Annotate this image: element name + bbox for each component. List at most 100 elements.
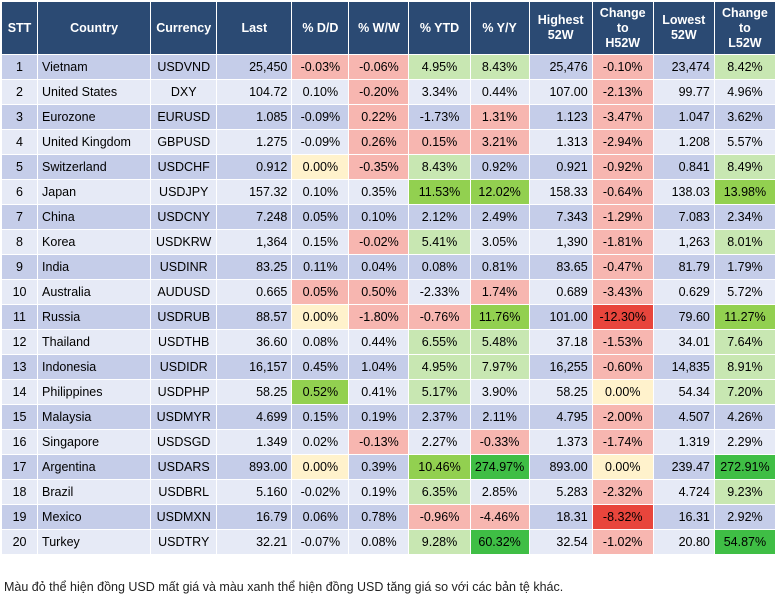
- cell-last: 5.160: [216, 479, 293, 505]
- header-row: STT Country Currency Last % D/D % W/W % …: [0, 1, 777, 55]
- cell-currency: USDVND: [150, 54, 218, 80]
- col-header-ytd: % YTD: [408, 1, 471, 55]
- cell-stt: 14: [0, 379, 39, 405]
- cell-change-l52w: 3.62%: [713, 104, 777, 130]
- cell-ytd: 6.55%: [408, 329, 471, 355]
- table-row: 9 India USDINR 83.25 0.11% 0.04% 0.08% 0.81% 83.…: [0, 254, 777, 280]
- cell-change-l52w: 8.01%: [713, 229, 777, 255]
- cell-ww: 0.19%: [348, 479, 410, 505]
- cell-ww: 0.19%: [348, 404, 410, 430]
- table-row: 8 Korea USDKRW 1,364 0.15% -0.02% 5.41% 3.05% 1,…: [0, 229, 777, 255]
- cell-last: 16.79: [216, 504, 293, 530]
- cell-change-h52w: -0.60%: [591, 354, 654, 380]
- cell-stt: 4: [0, 129, 39, 155]
- cell-stt: 19: [0, 504, 39, 530]
- cell-last: 1.085: [216, 104, 293, 130]
- cell-currency: USDIDR: [150, 354, 218, 380]
- cell-last: 4.699: [216, 404, 293, 430]
- table-row: 3 Eurozone EURUSD 1.085 -0.09% 0.22% -1.73% 1.3…: [0, 104, 777, 130]
- cell-stt: 16: [0, 429, 39, 455]
- cell-highest: 1,390: [528, 229, 593, 255]
- cell-highest: 893.00: [528, 454, 593, 480]
- cell-stt: 8: [0, 229, 39, 255]
- col-header-highest: Highest 52W: [528, 1, 593, 55]
- cell-ytd: -2.33%: [408, 279, 471, 305]
- table-row: 14 Philippines USDPHP 58.25 0.52% 0.41% 5.17% 3…: [0, 379, 777, 405]
- cell-country: Korea: [37, 229, 152, 255]
- col-header-yy: % Y/Y: [469, 1, 530, 55]
- cell-lowest: 1,263: [652, 229, 715, 255]
- cell-ytd: 10.46%: [408, 454, 471, 480]
- table-row: 1 Vietnam USDVND 25,450 -0.03% -0.06% 4.95% 8.4…: [0, 54, 777, 80]
- cell-ytd: 3.34%: [408, 79, 471, 105]
- table-row: 18 Brazil USDBRL 5.160 -0.02% 0.19% 6.35% 2.85%…: [0, 479, 777, 505]
- cell-ytd: -0.96%: [408, 504, 471, 530]
- table-row: 16 Singapore USDSGD 1.349 0.02% -0.13% 2.27% -0…: [0, 429, 777, 455]
- cell-last: 88.57: [216, 304, 293, 330]
- cell-currency: USDMXN: [150, 504, 218, 530]
- cell-ytd: 0.15%: [408, 129, 471, 155]
- cell-currency: USDTRY: [150, 529, 218, 555]
- cell-change-h52w: -1.02%: [591, 529, 654, 555]
- cell-yy: 8.43%: [469, 54, 530, 80]
- cell-change-h52w: -8.32%: [591, 504, 654, 530]
- cell-lowest: 7.083: [652, 204, 715, 230]
- table-row: 6 Japan USDJPY 157.32 0.10% 0.35% 11.53% 12.02%…: [0, 179, 777, 205]
- cell-country: Mexico: [37, 504, 152, 530]
- cell-lowest: 4.724: [652, 479, 715, 505]
- cell-yy: 3.90%: [469, 379, 530, 405]
- cell-yy: 1.31%: [469, 104, 530, 130]
- header-line: L52W: [728, 35, 762, 50]
- cell-yy: 12.02%: [469, 179, 530, 205]
- cell-stt: 11: [0, 304, 39, 330]
- cell-last: 157.32: [216, 179, 293, 205]
- header-line: to: [739, 20, 751, 35]
- cell-dd: 0.00%: [291, 304, 350, 330]
- cell-highest: 101.00: [528, 304, 593, 330]
- header-line: Change: [599, 5, 646, 20]
- col-header-stt: STT: [0, 1, 39, 55]
- header-line: Change: [722, 5, 768, 20]
- cell-ww: 0.04%: [348, 254, 410, 280]
- cell-last: 32.21: [216, 529, 293, 555]
- cell-change-h52w: -2.13%: [591, 79, 654, 105]
- cell-ytd: 2.37%: [408, 404, 471, 430]
- cell-country: Japan: [37, 179, 152, 205]
- cell-dd: 0.08%: [291, 329, 350, 355]
- cell-country: Brazil: [37, 479, 152, 505]
- cell-ytd: 9.28%: [408, 529, 471, 555]
- cell-yy: 0.92%: [469, 154, 530, 180]
- cell-ww: 0.10%: [348, 204, 410, 230]
- header-line: 52W: [547, 28, 574, 42]
- cell-ytd: 5.17%: [408, 379, 471, 405]
- cell-currency: USDINR: [150, 254, 218, 280]
- table-row: 13 Indonesia USDIDR 16,157 0.45% 1.04% 4.95% 7.…: [0, 354, 777, 380]
- cell-ww: 0.08%: [348, 529, 410, 555]
- cell-country: Vietnam: [37, 54, 152, 80]
- cell-highest: 32.54: [528, 529, 593, 555]
- cell-dd: 0.15%: [291, 404, 350, 430]
- cell-yy: 60.32%: [469, 529, 530, 555]
- cell-dd: 0.05%: [291, 204, 350, 230]
- cell-country: Australia: [37, 279, 152, 305]
- cell-country: Switzerland: [37, 154, 152, 180]
- cell-ww: 0.78%: [348, 504, 410, 530]
- col-header-country: Country: [37, 1, 152, 55]
- cell-ytd: 0.08%: [408, 254, 471, 280]
- cell-change-l52w: 11.27%: [713, 304, 777, 330]
- cell-highest: 7.343: [528, 204, 593, 230]
- cell-lowest: 0.841: [652, 154, 715, 180]
- cell-currency: USDCNY: [150, 204, 218, 230]
- cell-change-l52w: 5.57%: [713, 129, 777, 155]
- col-header-last: Last: [216, 1, 293, 55]
- cell-change-l52w: 8.42%: [713, 54, 777, 80]
- cell-dd: 0.45%: [291, 354, 350, 380]
- cell-dd: 0.00%: [291, 454, 350, 480]
- cell-currency: USDMYR: [150, 404, 218, 430]
- cell-highest: 25,476: [528, 54, 593, 80]
- cell-currency: USDARS: [150, 454, 218, 480]
- cell-stt: 2: [0, 79, 39, 105]
- table-row: 20 Turkey USDTRY 32.21 -0.07% 0.08% 9.28% 60.32…: [0, 529, 777, 555]
- cell-dd: 0.15%: [291, 229, 350, 255]
